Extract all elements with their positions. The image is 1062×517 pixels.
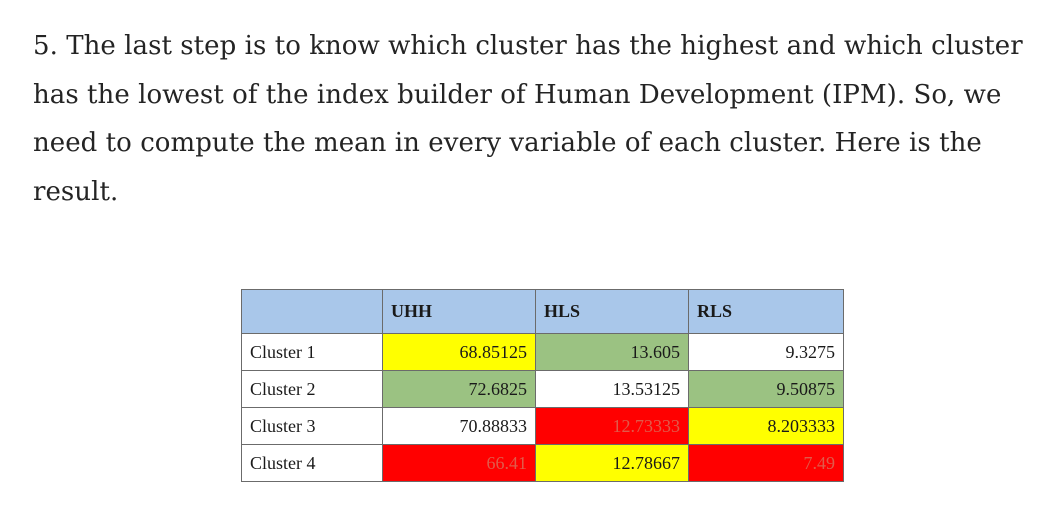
table-cell: 70.88833	[382, 407, 536, 445]
table-cell: 13.605	[535, 333, 689, 371]
table-row: Cluster 4 66.41 12.78667 7.49	[241, 444, 844, 482]
table-cell: 9.3275	[688, 333, 844, 371]
header-cell-hls: HLS	[535, 289, 689, 334]
table-row: Cluster 3 70.88833 12.73333 8.203333	[241, 407, 844, 445]
table-row: Cluster 2 72.6825 13.53125 9.50875	[241, 370, 844, 408]
table-cell: 66.41	[382, 444, 536, 482]
table-header-row: UHH HLS RLS	[241, 289, 844, 334]
cluster-means-table-container: UHH HLS RLS Cluster 1 68.85125 13.605 9.…	[241, 289, 844, 482]
cluster-means-table: UHH HLS RLS Cluster 1 68.85125 13.605 9.…	[241, 289, 844, 482]
table-cell: 7.49	[688, 444, 844, 482]
body-paragraph: 5. The last step is to know which cluste…	[33, 31, 1023, 207]
row-label: Cluster 3	[241, 407, 383, 445]
table-cell: 13.53125	[535, 370, 689, 408]
row-label: Cluster 4	[241, 444, 383, 482]
header-cell-uhh: UHH	[382, 289, 536, 334]
table-cell: 12.73333	[535, 407, 689, 445]
table-cell: 72.6825	[382, 370, 536, 408]
table-row: Cluster 1 68.85125 13.605 9.3275	[241, 333, 844, 371]
row-label: Cluster 2	[241, 370, 383, 408]
table-cell: 12.78667	[535, 444, 689, 482]
table-cell: 9.50875	[688, 370, 844, 408]
header-cell-corner	[241, 289, 383, 334]
row-label: Cluster 1	[241, 333, 383, 371]
table-cell: 8.203333	[688, 407, 844, 445]
header-cell-rls: RLS	[688, 289, 844, 334]
table-cell: 68.85125	[382, 333, 536, 371]
